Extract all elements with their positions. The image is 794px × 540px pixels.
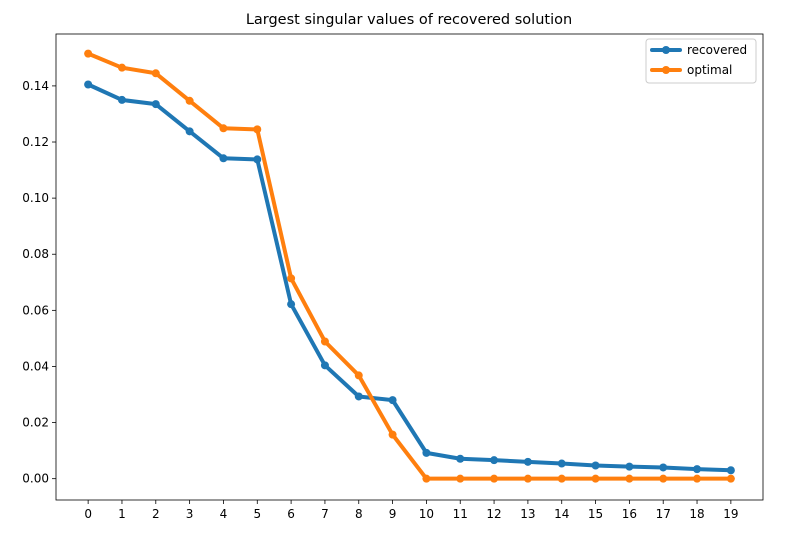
x-tick-label: 13 [520,507,535,521]
x-tick-label: 16 [622,507,637,521]
x-tick-label: 10 [419,507,434,521]
data-point-optimal [523,474,532,483]
data-point-optimal [185,96,194,105]
legend-marker-recovered [662,46,670,54]
x-tick-label: 15 [588,507,603,521]
y-tick-label: 0.06 [22,303,49,317]
data-point-optimal [726,474,735,483]
legend-item-recovered: recovered [650,43,747,57]
x-tick-label: 2 [152,507,160,521]
data-point-recovered [625,462,634,471]
chart-title: Largest singular values of recovered sol… [246,12,572,28]
x-tick-label: 19 [723,507,738,521]
y-tick-label: 0.02 [22,416,49,430]
y-tick-label: 0.10 [22,191,49,205]
axes: 0 1 2 3 4 5 6 7 8 9 10 11 12 13 14 15 16 17 18 190.000.020.… [22,33,764,521]
x-tick-label: 12 [486,507,501,521]
data-point-recovered [185,127,194,136]
x-tick-label: 0 [84,507,92,521]
data-point-recovered [151,100,160,109]
data-point-recovered [320,361,329,370]
x-tick-label: 4 [220,507,228,521]
data-point-recovered [84,80,93,89]
data-point-recovered [117,95,126,104]
data-point-optimal [490,474,499,483]
x-tick-label: 3 [186,507,194,521]
data-point-optimal [659,474,668,483]
series-line-optimal [86,51,733,481]
data-point-recovered [726,466,735,475]
data-point-optimal [253,125,262,134]
data-point-optimal [693,474,702,483]
data-point-optimal [388,430,397,439]
data-point-recovered [523,457,532,466]
series-optimal [84,49,735,483]
y-tick-label: 0.12 [22,135,49,149]
data-point-recovered [693,465,702,474]
data-point-recovered [219,154,228,163]
data-point-optimal [117,63,126,72]
data-point-optimal [591,474,600,483]
data-point-recovered [456,454,465,463]
plot-frame [55,33,764,501]
data-point-optimal [557,474,566,483]
y-tick-label: 0.04 [22,359,49,373]
data-point-optimal [151,69,160,78]
data-point-optimal [456,474,465,483]
y-tick-label: 0.14 [22,79,49,93]
data-point-optimal [320,337,329,346]
series-line-recovered [86,82,733,473]
x-tick-label: 8 [355,507,363,521]
data-point-recovered [253,155,262,164]
data-point-recovered [591,461,600,470]
series-recovered [84,80,735,475]
y-tick-label: 0.08 [22,247,49,261]
legend: recovered optimal [645,38,757,84]
data-point-recovered [659,463,668,472]
x-tick-label: 11 [453,507,468,521]
data-point-optimal [422,474,431,483]
data-point-optimal [219,124,228,133]
y-tick-label: 0.00 [22,472,49,486]
data-point-recovered [388,396,397,405]
x-tick-label: 1 [118,507,126,521]
x-tick-label: 6 [287,507,295,521]
legend-item-optimal: optimal [650,63,732,77]
x-tick-label: 9 [389,507,397,521]
x-tick-label: 5 [253,507,261,521]
data-point-recovered [422,448,431,457]
data-point-recovered [287,300,296,309]
legend-marker-optimal [662,66,670,74]
data-point-optimal [625,474,634,483]
data-point-recovered [354,392,363,401]
legend-label-recovered: recovered [687,43,747,57]
x-tick-label: 14 [554,507,569,521]
x-tick-label: 18 [689,507,704,521]
data-point-optimal [287,274,296,283]
series-layer [84,49,735,483]
data-point-optimal [354,371,363,380]
x-tick-label: 7 [321,507,329,521]
data-point-optimal [84,49,93,58]
data-point-recovered [490,456,499,465]
data-point-recovered [557,459,566,468]
x-tick-label: 17 [656,507,671,521]
legend-label-optimal: optimal [687,63,732,77]
